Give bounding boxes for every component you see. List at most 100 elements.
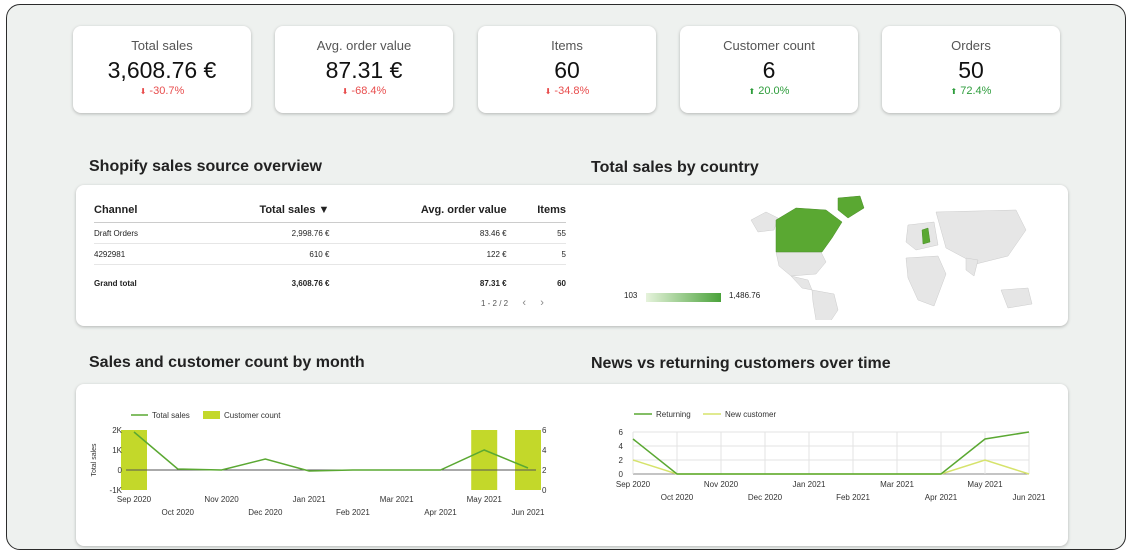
chart-bar-customer-count[interactable] — [471, 430, 498, 490]
x-tick-label: Mar 2021 — [880, 480, 914, 489]
map-land-africa — [905, 255, 947, 307]
chart-bar-customer-count[interactable] — [515, 430, 541, 490]
world-map[interactable] — [616, 190, 1056, 320]
kpi-items[interactable]: Items 60 ⬇ -34.8% — [478, 26, 656, 113]
x-tick-label: Jun 2021 — [512, 508, 545, 517]
cell: 2,998.76 € — [184, 222, 330, 244]
kpi-delta: ⬇ -68.4% — [341, 85, 387, 97]
map-country-canada — [775, 207, 843, 253]
col-header-items[interactable]: Items — [506, 200, 566, 223]
map-land-asia — [935, 209, 1027, 265]
map-legend-gradient — [646, 293, 721, 302]
col-header-channel[interactable]: Channel — [94, 200, 185, 223]
kpi-label: Items — [551, 38, 583, 53]
x-tick-label: May 2021 — [967, 480, 1003, 489]
arrow-up-icon: ⬆ — [950, 87, 958, 96]
kpi-value: 50 — [958, 57, 984, 83]
sales-source-table: Channel Total sales ▼ Avg. order value I… — [94, 200, 566, 293]
y-tick-label: 2 — [619, 456, 624, 465]
x-tick-label: Sep 2020 — [616, 480, 651, 489]
chart-line-total-sales[interactable] — [133, 431, 529, 472]
cell: Grand total — [94, 278, 137, 288]
y-tick-label: 2K — [112, 426, 122, 435]
cell: 5 — [506, 243, 566, 265]
map-country-greenland — [837, 195, 865, 219]
section-title-shopify: Shopify sales source overview — [89, 158, 322, 175]
cell: Draft Orders — [94, 222, 185, 244]
map-land-europe — [905, 221, 939, 251]
y-tick-label: 6 — [619, 428, 624, 437]
kpi-value: 60 — [554, 57, 580, 83]
x-tick-label: Dec 2020 — [748, 493, 783, 502]
map-land-south-america — [811, 289, 839, 320]
kpi-value: 3,608.76 € — [107, 57, 217, 83]
kpi-label: Orders — [951, 38, 991, 53]
kpi-customer-count[interactable]: Customer count 6 ⬆ 20.0% — [680, 26, 858, 113]
x-tick-label: Jan 2021 — [793, 480, 826, 489]
legend-label-customer-count: Customer count — [224, 411, 281, 420]
next-page-button[interactable]: › — [540, 297, 544, 309]
x-tick-label: Feb 2021 — [836, 493, 870, 502]
x-tick-label: Apr 2021 — [925, 493, 958, 502]
col-header-avg-order-value[interactable]: Avg. order value — [329, 200, 507, 223]
kpi-value: 6 — [762, 57, 776, 83]
y-tick-label: 1K — [112, 446, 122, 455]
legend-label-total-sales: Total sales — [152, 411, 190, 420]
x-tick-label: Apr 2021 — [424, 508, 457, 517]
prev-page-button[interactable]: ‹ — [522, 297, 527, 309]
cell: 3,608.76 € — [291, 278, 330, 288]
cell: 83.46 € — [329, 222, 507, 244]
chart-line-returning[interactable] — [632, 431, 1030, 475]
y-tick-label: -1K — [110, 486, 123, 495]
arrow-down-icon: ⬇ — [544, 87, 552, 96]
y2-tick-label: 2 — [542, 466, 547, 475]
x-tick-label: May 2021 — [467, 495, 503, 504]
kpi-total-sales[interactable]: Total sales 3,608.76 € ⬇ -30.7% — [73, 26, 251, 113]
table-total-row: Grand total 3,608.76 € 87.31 € 60 — [94, 273, 566, 293]
y-tick-label: 4 — [619, 442, 624, 451]
x-tick-label: Sep 2020 — [117, 495, 152, 504]
section-title-country: Total sales by country — [591, 159, 759, 176]
y-tick-label: 0 — [118, 466, 123, 475]
kpi-avg-order-value[interactable]: Avg. order value 87.31 € ⬇ -68.4% — [275, 26, 453, 113]
map-land-australia — [1000, 287, 1033, 309]
cell: 122 € — [329, 243, 507, 265]
x-tick-label: Jan 2021 — [293, 495, 326, 504]
chart-line-new-customer[interactable] — [632, 459, 1030, 475]
arrow-up-icon: ⬆ — [748, 87, 756, 96]
map-land-alaska — [750, 211, 779, 233]
cell: 60 — [557, 278, 566, 288]
x-tick-label: Oct 2020 — [661, 493, 694, 502]
map-land-usa — [775, 251, 827, 277]
cell: 55 — [506, 222, 566, 244]
x-tick-label: Oct 2020 — [162, 508, 195, 517]
legend-swatch-customer-count — [203, 411, 220, 419]
kpi-delta: ⬆ 72.4% — [950, 85, 992, 97]
kpi-label: Total sales — [131, 38, 193, 53]
y2-tick-label: 0 — [542, 486, 547, 495]
sales-customer-chart[interactable]: Total sales Customer count 2K 1K 0 -1K 6 4 2 0 Tot… — [76, 384, 556, 544]
legend-label-new-customer: New customer — [725, 410, 776, 419]
section-title-monthly: Sales and customer count by month — [89, 354, 365, 371]
map-land-central-america — [790, 275, 813, 291]
col-header-total-sales[interactable]: Total sales ▼ — [184, 200, 330, 223]
y-axis-label: Total sales — [91, 443, 98, 477]
x-tick-label: Feb 2021 — [336, 508, 370, 517]
charts-card: Total sales Customer count 2K 1K 0 -1K 6 4 2 0 Tot… — [76, 384, 1068, 546]
kpi-delta: ⬇ -34.8% — [544, 85, 590, 97]
map-land-india — [965, 257, 979, 277]
section-title-returning: News vs returning customers over time — [591, 355, 891, 372]
arrow-down-icon: ⬇ — [341, 87, 349, 96]
kpi-orders[interactable]: Orders 50 ⬆ 72.4% — [882, 26, 1060, 113]
x-tick-label: Mar 2021 — [380, 495, 414, 504]
table-row: 4292981 610 € 122 € 5 — [94, 243, 566, 265]
y-tick-label: 0 — [619, 470, 624, 479]
kpi-value: 87.31 € — [325, 57, 403, 83]
dashboard-frame: Total sales 3,608.76 € ⬇ -30.7% Avg. orde… — [6, 4, 1126, 550]
y2-tick-label: 6 — [542, 426, 547, 435]
legend-label-returning: Returning — [656, 410, 691, 419]
x-tick-label: Jun 2021 — [1013, 493, 1046, 502]
kpi-label: Avg. order value — [316, 38, 412, 53]
map-country-finland — [921, 227, 931, 245]
